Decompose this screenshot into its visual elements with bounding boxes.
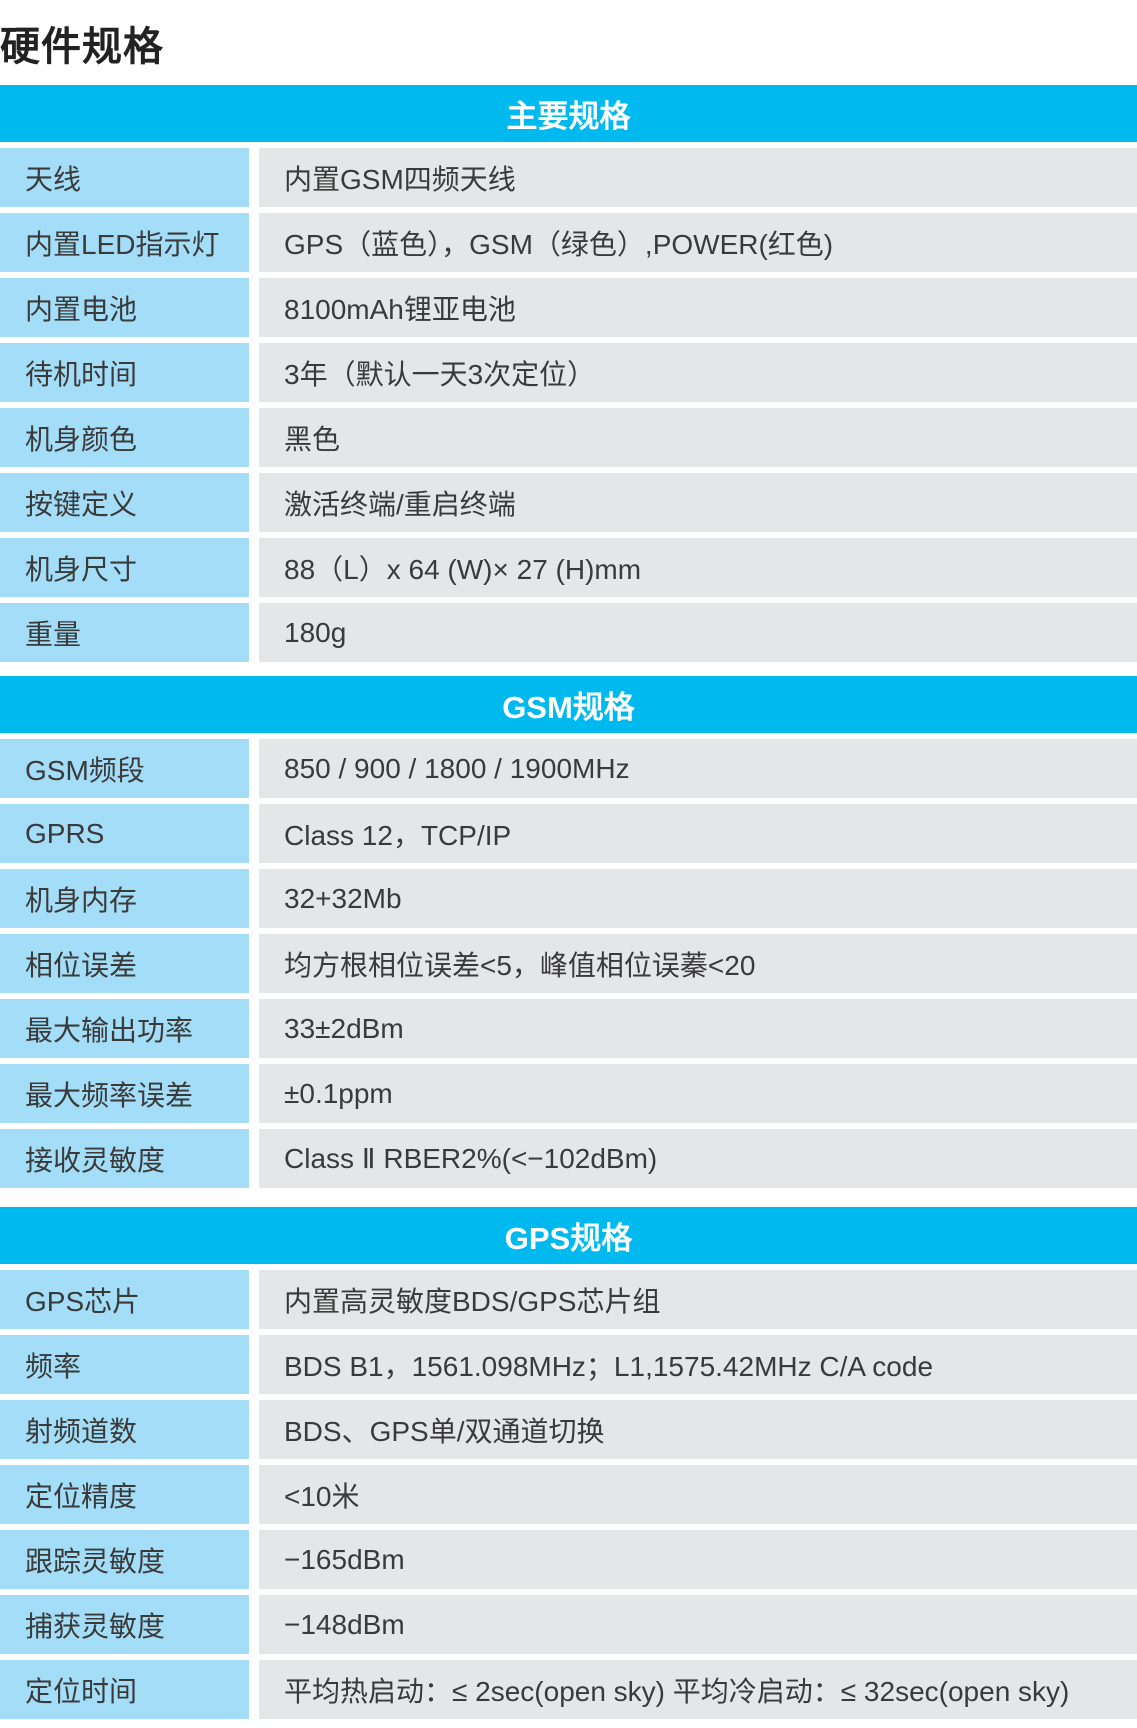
spec-label: 最大输出功率 [0, 999, 249, 1058]
spec-row: 定位精度 <10米 [0, 1465, 1137, 1524]
spec-value: BDS、GPS单/双通道切换 [259, 1400, 1137, 1459]
spec-value: −165dBm [259, 1530, 1137, 1589]
spec-label: 内置LED指示灯 [0, 213, 249, 272]
spec-row: 按键定义 激活终端/重启终端 [0, 473, 1137, 532]
section-gps-specs: GPS规格 GPS芯片 内置高灵敏度BDS/GPS芯片组 频率 BDS B1，1561… [0, 1207, 1137, 1725]
page-title: 硬件规格 [0, 25, 164, 69]
spec-row: 射频道数 BDS、GPS单/双通道切换 [0, 1400, 1137, 1459]
section-gsm-specs: GSM规格 GSM频段 850 / 900 / 1800 / 1900MHz GPR… [0, 676, 1137, 1194]
spec-value: 8100mAh锂亚电池 [259, 278, 1137, 337]
spec-label: 天线 [0, 148, 249, 207]
spec-value: Class 12，TCP/IP [259, 804, 1137, 863]
spec-row: 定位时间 平均热启动：≤ 2sec(open sky) 平均冷启动：≤ 32sec… [0, 1660, 1137, 1719]
spec-label: 待机时间 [0, 343, 249, 402]
spec-label: 定位时间 [0, 1660, 249, 1719]
spec-value: 850 / 900 / 1800 / 1900MHz [259, 739, 1137, 798]
spec-row: GPRS Class 12，TCP/IP [0, 804, 1137, 863]
spec-row: 跟踪灵敏度 −165dBm [0, 1530, 1137, 1589]
spec-row: GSM频段 850 / 900 / 1800 / 1900MHz [0, 739, 1137, 798]
spec-label: 定位精度 [0, 1465, 249, 1524]
spec-value: 32+32Mb [259, 869, 1137, 928]
spec-label: 机身内存 [0, 869, 249, 928]
spec-label: 接收灵敏度 [0, 1129, 249, 1188]
section-main-specs: 主要规格 天线 内置GSM四频天线 内置LED指示灯 GPS（蓝色），GSM（绿色）,… [0, 85, 1137, 668]
spec-value: Class Ⅱ RBER2%(<−102dBm) [259, 1129, 1137, 1188]
spec-label: 跟踪灵敏度 [0, 1530, 249, 1589]
spec-row: 内置电池 8100mAh锂亚电池 [0, 278, 1137, 337]
section-header: GSM规格 [0, 676, 1137, 733]
spec-row: 内置LED指示灯 GPS（蓝色），GSM（绿色）,POWER(红色) [0, 213, 1137, 272]
spec-label: 机身尺寸 [0, 538, 249, 597]
spec-value: 3年（默认一天3次定位） [259, 343, 1137, 402]
spec-row: 频率 BDS B1，1561.098MHz；L1,1575.42MHz C/A c… [0, 1335, 1137, 1394]
spec-label: 按键定义 [0, 473, 249, 532]
spec-value: −148dBm [259, 1595, 1137, 1654]
spec-value: 激活终端/重启终端 [259, 473, 1137, 532]
spec-row: 机身颜色 黑色 [0, 408, 1137, 467]
spec-row: 最大频率误差 ±0.1ppm [0, 1064, 1137, 1123]
spec-row: 机身内存 32+32Mb [0, 869, 1137, 928]
spec-value: ±0.1ppm [259, 1064, 1137, 1123]
spec-label: 频率 [0, 1335, 249, 1394]
spec-row: 捕获灵敏度 −148dBm [0, 1595, 1137, 1654]
spec-row: 待机时间 3年（默认一天3次定位） [0, 343, 1137, 402]
spec-row: 接收灵敏度 Class Ⅱ RBER2%(<−102dBm) [0, 1129, 1137, 1188]
section-header: 主要规格 [0, 85, 1137, 142]
spec-row: 相位误差 均方根相位误差<5，峰值相位误蓁<20 [0, 934, 1137, 993]
spec-label: 内置电池 [0, 278, 249, 337]
spec-label: 捕获灵敏度 [0, 1595, 249, 1654]
spec-value: 内置高灵敏度BDS/GPS芯片组 [259, 1270, 1137, 1329]
spec-value: 33±2dBm [259, 999, 1137, 1058]
spec-label: 相位误差 [0, 934, 249, 993]
spec-value: <10米 [259, 1465, 1137, 1524]
spec-row: 天线 内置GSM四频天线 [0, 148, 1137, 207]
spec-value: 均方根相位误差<5，峰值相位误蓁<20 [259, 934, 1137, 993]
spec-label: 最大频率误差 [0, 1064, 249, 1123]
spec-label: GSM频段 [0, 739, 249, 798]
spec-row: 重量 180g [0, 603, 1137, 662]
spec-label: 射频道数 [0, 1400, 249, 1459]
spec-value: BDS B1，1561.098MHz；L1,1575.42MHz C/A cod… [259, 1335, 1137, 1394]
spec-row: 最大输出功率 33±2dBm [0, 999, 1137, 1058]
spec-value: 内置GSM四频天线 [259, 148, 1137, 207]
spec-value: 黑色 [259, 408, 1137, 467]
spec-label: 机身颜色 [0, 408, 249, 467]
spec-value: 平均热启动：≤ 2sec(open sky) 平均冷启动：≤ 32sec(ope… [259, 1660, 1137, 1719]
spec-label: 重量 [0, 603, 249, 662]
spec-row: 机身尺寸 88（L）x 64 (W)× 27 (H)mm [0, 538, 1137, 597]
spec-value: GPS（蓝色），GSM（绿色）,POWER(红色) [259, 213, 1137, 272]
section-header: GPS规格 [0, 1207, 1137, 1264]
spec-label: GPS芯片 [0, 1270, 249, 1329]
spec-value: 88（L）x 64 (W)× 27 (H)mm [259, 538, 1137, 597]
spec-label: GPRS [0, 804, 249, 863]
spec-row: GPS芯片 内置高灵敏度BDS/GPS芯片组 [0, 1270, 1137, 1329]
spec-value: 180g [259, 603, 1137, 662]
